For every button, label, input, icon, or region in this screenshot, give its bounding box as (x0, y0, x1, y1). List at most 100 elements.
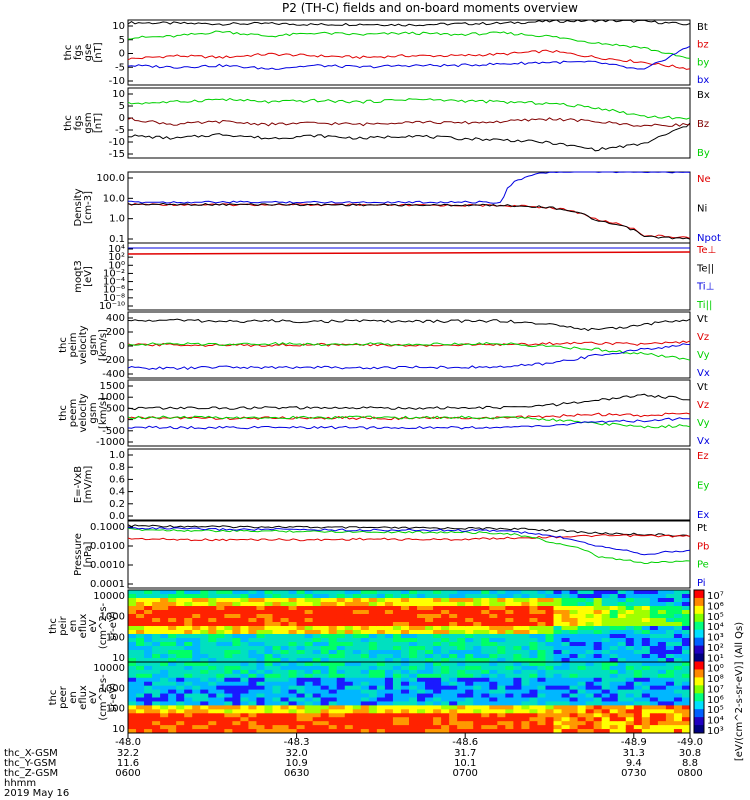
spectrogram-cell (481, 606, 490, 611)
colorbar-label: [eV/(cm^2-s-sr-eV)] (All Qs) (734, 622, 745, 761)
spectrogram-cell (489, 693, 498, 698)
spectrogram-cell (136, 654, 145, 659)
spectrogram-cell (449, 717, 458, 722)
spectrogram-cell (561, 594, 571, 599)
spectrogram-cell (489, 598, 498, 603)
spectrogram-cell (657, 662, 667, 667)
spectrogram-cell (433, 610, 442, 615)
spectrogram-cell (593, 618, 603, 623)
spectrogram-cell (577, 622, 587, 627)
spectrogram-cell (641, 725, 651, 730)
spectrogram-cell (433, 673, 442, 679)
y-axis-label-line: fgs (73, 115, 84, 130)
spectrogram-cell (441, 650, 450, 655)
spectrogram-cell (529, 673, 538, 679)
colorbar-tick: 10⁵ (707, 705, 724, 716)
spectrogram-cell (352, 697, 362, 702)
spectrogram-cell (441, 610, 450, 615)
spectrogram-cell (256, 729, 265, 734)
y-axis-label-line: gse (83, 44, 94, 62)
spectrogram-cell (561, 677, 571, 683)
legend-label: Ne (697, 174, 711, 185)
spectrogram-cell (248, 717, 257, 722)
spectrogram-cell (585, 673, 595, 679)
spectrogram-cell (409, 701, 418, 706)
spectrogram-cell (168, 606, 177, 611)
spectrogram-cell (657, 630, 667, 635)
spectrogram-cell (256, 713, 265, 718)
spectrogram-cell (497, 721, 506, 726)
spectrogram-cell (473, 729, 482, 734)
spectrogram-cell (192, 665, 201, 671)
spectrogram-cell (561, 610, 571, 615)
spectrogram-cell (400, 665, 410, 671)
spectrogram-cell (569, 725, 579, 730)
spectrogram-cell (609, 705, 619, 710)
spectrogram-cell (216, 598, 225, 603)
spectrogram-cell (160, 610, 169, 615)
spectrogram-cell (625, 646, 635, 651)
spectrogram-cell (136, 721, 145, 726)
spectrogram-cell (136, 646, 145, 651)
spectrogram-cell (168, 681, 177, 687)
spectrogram-cell (360, 701, 370, 706)
spectrogram-cell (553, 594, 563, 599)
spectrogram-cell (481, 721, 490, 726)
spectrogram-cell (537, 729, 546, 734)
spectrogram-cell (304, 665, 314, 671)
spectrogram-cell (633, 705, 643, 710)
spectrogram-cell (481, 614, 490, 619)
spectrogram-cell (649, 630, 659, 635)
spectrogram-cell (569, 658, 579, 663)
spectrogram-cell (360, 685, 370, 691)
spectrogram-cell (649, 626, 659, 631)
spectrogram-cell (216, 610, 225, 615)
spectrogram-cell (304, 713, 314, 718)
spectrogram-cell (288, 662, 298, 667)
spectrogram-cell (617, 606, 627, 611)
spectrogram-cell (433, 721, 442, 726)
spectrogram-cell (425, 602, 434, 607)
spectrogram-cell (272, 677, 282, 683)
spectrogram-cell (569, 590, 579, 595)
spectrogram-cell (609, 642, 619, 647)
spectrogram-cell (529, 709, 538, 714)
spectrogram-cell (288, 681, 298, 687)
spectrogram-cell (352, 594, 362, 599)
spectrogram-cell (673, 650, 683, 655)
spectrogram-cell (392, 614, 402, 619)
x-row-value: 32.0 (285, 748, 307, 759)
spectrogram-cell (457, 602, 466, 607)
spectrogram-cell (232, 590, 241, 595)
spectrogram-cell (409, 654, 418, 659)
colorbar-tick: 10⁷ (707, 684, 724, 695)
spectrogram-cell (152, 610, 161, 615)
spectrogram-cell (248, 622, 257, 627)
x-tick-label: -48.9 (621, 737, 647, 748)
spectrogram-cell (473, 717, 482, 722)
spectrogram-cell (433, 626, 442, 631)
spectrogram-cell (240, 677, 249, 683)
spectrogram-cell (601, 685, 611, 691)
spectrogram-cell (168, 665, 177, 671)
spectrogram-cell (312, 662, 322, 667)
spectrogram-cell (208, 693, 217, 698)
spectrogram-cell (497, 693, 506, 698)
spectrogram-cell (264, 590, 274, 595)
spectrogram-cell (360, 677, 370, 683)
spectrogram-cell (200, 626, 209, 631)
spectrogram-cell (625, 669, 635, 675)
spectrogram-cell (304, 662, 314, 667)
spectrogram-cell (561, 689, 571, 695)
spectrogram-cell (384, 614, 394, 619)
spectrogram-cell (601, 673, 611, 679)
spectrogram-cell (360, 622, 370, 627)
spectrogram-cell (184, 622, 193, 627)
spectrogram-cell (505, 654, 514, 659)
spectrogram-cell (280, 721, 290, 726)
spectrogram-cell (553, 705, 563, 710)
y-axis-label-line: [mV/m] (83, 466, 94, 504)
spectrogram-cell (272, 646, 282, 651)
spectrogram-cell (360, 658, 370, 663)
y-tick-label: 0.1 (109, 234, 125, 245)
